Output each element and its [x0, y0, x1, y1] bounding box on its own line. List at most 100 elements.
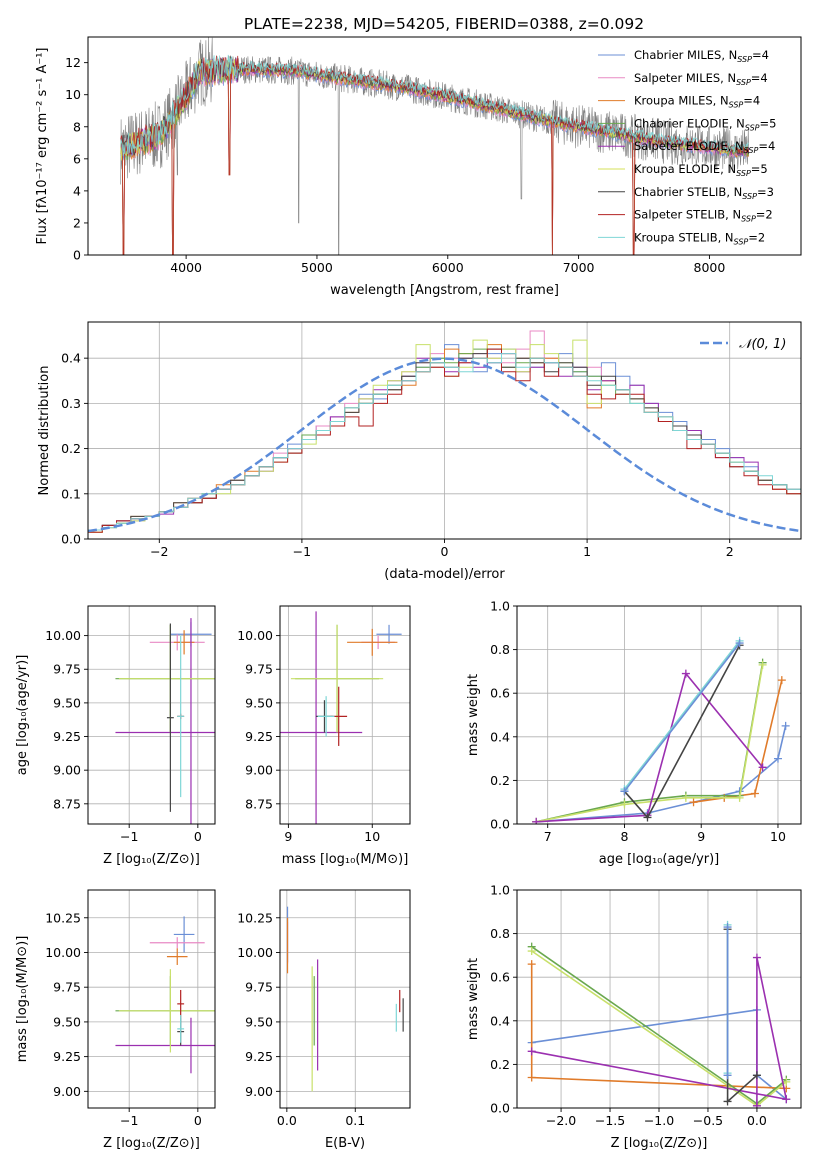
y-tick-label: 0.2	[61, 441, 81, 456]
panel-residuals: −2 −1 0 1 2 0.0 0.1 0.2 0.3 0.4 (data-model)/error…	[37, 321, 802, 582]
x-tick-label: 10	[364, 829, 380, 844]
model-spectrum-line	[120, 54, 749, 157]
y-tick-label: 10.00	[45, 945, 81, 960]
y-tick-label: 9.25	[245, 1049, 273, 1064]
y-axis-label: Normed distribution	[37, 366, 52, 496]
data-point-marker	[723, 1097, 732, 1106]
y-tick-label: 0.4	[61, 351, 81, 366]
x-axis-label: Z [log₁₀(Z/Z⊙)]	[103, 852, 200, 867]
x-tick-label: −1	[120, 829, 138, 844]
data-point-marker	[735, 793, 744, 802]
plot-area	[120, 37, 750, 255]
y-tick-label: 8.75	[245, 796, 273, 811]
x-tick-label: 7	[544, 829, 552, 844]
y-tick-label: 9.75	[53, 980, 81, 995]
legend-entry: Salpeter STELIB, NSSP=2	[634, 208, 773, 224]
data-point-marker	[681, 669, 690, 678]
weight-line	[536, 664, 764, 823]
panel-age_vs_Z: −1 0 8.75 9.00 9.25 9.50 9.75 10.00 Z [log₁₀(Z/Z…	[15, 605, 216, 867]
data-point-marker	[758, 660, 767, 669]
data-point-marker	[532, 817, 541, 824]
x-tick-label: 10	[770, 829, 786, 844]
histogram-step	[88, 344, 801, 531]
y-tick-label: 9.00	[245, 1084, 273, 1099]
y-tick-label: 1.0	[490, 883, 510, 898]
x-axis-label: Z [log₁₀(Z/Z⊙)]	[611, 1136, 708, 1151]
axes-frame	[87, 605, 216, 825]
x-tick-label: −2	[150, 544, 168, 559]
legend-entry: Chabrier STELIB, NSSP=3	[634, 185, 774, 201]
data-point-marker	[773, 754, 782, 763]
y-axis-label: Flux [fλ10⁻¹⁷ erg cm⁻² s⁻¹ A⁻¹]	[35, 48, 50, 245]
y-tick-label: 0.2	[490, 773, 510, 788]
data-point-marker	[782, 1095, 791, 1104]
legend-entry: Salpeter ELODIE, NSSP=4	[634, 139, 775, 155]
x-tick-label: −2.0	[546, 1113, 576, 1128]
y-tick-label: 8	[73, 119, 81, 134]
x-tick-label: −1	[120, 1113, 138, 1128]
x-tick-label: 2	[726, 544, 734, 559]
y-tick-label: 10.00	[237, 628, 273, 643]
data-point-marker	[777, 676, 786, 685]
y-tick-label: 9.00	[245, 763, 273, 778]
y-axis-label: mass [log₁₀(M/M⊙)]	[15, 936, 30, 1063]
x-tick-label: 1	[583, 544, 591, 559]
x-tick-label: 0	[194, 829, 202, 844]
data-point-marker	[527, 1047, 536, 1056]
y-tick-label: 10.00	[45, 628, 81, 643]
x-tick-label: −0.5	[693, 1113, 723, 1128]
gaussian-curve	[88, 357, 801, 533]
weight-line	[531, 957, 788, 1106]
x-tick-label: −1.0	[644, 1113, 674, 1128]
y-tick-label: 9.25	[53, 1049, 81, 1064]
y-tick-label: 9.75	[245, 980, 273, 995]
data-point-marker	[750, 789, 759, 798]
data-point-marker	[723, 1071, 732, 1080]
y-tick-label: 0.1	[61, 486, 81, 501]
data-point-marker	[758, 763, 767, 772]
legend-entry: Kroupa ELODIE, NSSP=5	[634, 162, 768, 178]
y-tick-label: 0.8	[490, 926, 510, 941]
data-point-marker	[689, 798, 698, 807]
y-tick-label: 9.75	[53, 662, 81, 677]
plot-area	[280, 611, 402, 824]
histogram-step	[88, 344, 801, 533]
plot-area	[115, 618, 215, 824]
x-axis-label: Z [log₁₀(Z/Z⊙)]	[103, 1136, 200, 1151]
panel-mass_vs_Z: −1 0 9.00 9.25 9.50 9.75 10.00 10.25 Z [log₁₀(Z/…	[15, 889, 216, 1151]
x-tick-label: 0.0	[277, 1113, 297, 1128]
y-axis-label: mass weight	[466, 674, 481, 756]
histogram-step	[88, 353, 801, 531]
data-point-marker	[752, 1101, 761, 1108]
y-tick-label: 9.50	[245, 1014, 273, 1029]
data-point-marker	[782, 1077, 791, 1086]
x-tick-label: 0	[194, 1113, 202, 1128]
weight-line	[726, 929, 758, 1104]
y-tick-label: 10	[65, 87, 81, 102]
weight-line	[536, 725, 787, 823]
axes-frame	[87, 36, 802, 256]
x-tick-label: 8000	[694, 260, 726, 275]
weight-line	[536, 671, 764, 823]
x-axis-label: mass [log₁₀(M/M⊙)]	[282, 852, 409, 867]
y-tick-label: 0.3	[61, 396, 81, 411]
y-tick-label: 6	[73, 151, 81, 166]
legend-entry: Chabrier ELODIE, NSSP=5	[634, 116, 776, 132]
data-point-marker	[527, 947, 536, 956]
y-tick-label: 9.25	[245, 729, 273, 744]
panel-weight_vs_age: 7 8 9 10 0.0 0.2 0.4 0.6 0.8 1.0 age [log₁₀(age/yr…	[466, 599, 802, 867]
x-tick-label: −1.5	[595, 1113, 625, 1128]
data-point-marker	[620, 787, 629, 796]
legend-entry: 𝒩(0, 1)	[739, 337, 786, 352]
x-tick-label: 7000	[563, 260, 595, 275]
histogram-step	[88, 339, 801, 533]
y-tick-label: 0.0	[61, 532, 81, 547]
panel-age_vs_mass: 9 10 8.75 9.00 9.25 9.50 9.75 10.00 mass [log₁₀(…	[237, 605, 411, 867]
y-tick-label: 4	[73, 183, 81, 198]
legend-entry: Salpeter MILES, NSSP=4	[634, 71, 768, 87]
model-spectrum-line	[120, 57, 750, 255]
y-tick-label: 12	[65, 55, 81, 70]
y-tick-label: 0.8	[490, 642, 510, 657]
x-tick-label: 4000	[170, 260, 202, 275]
